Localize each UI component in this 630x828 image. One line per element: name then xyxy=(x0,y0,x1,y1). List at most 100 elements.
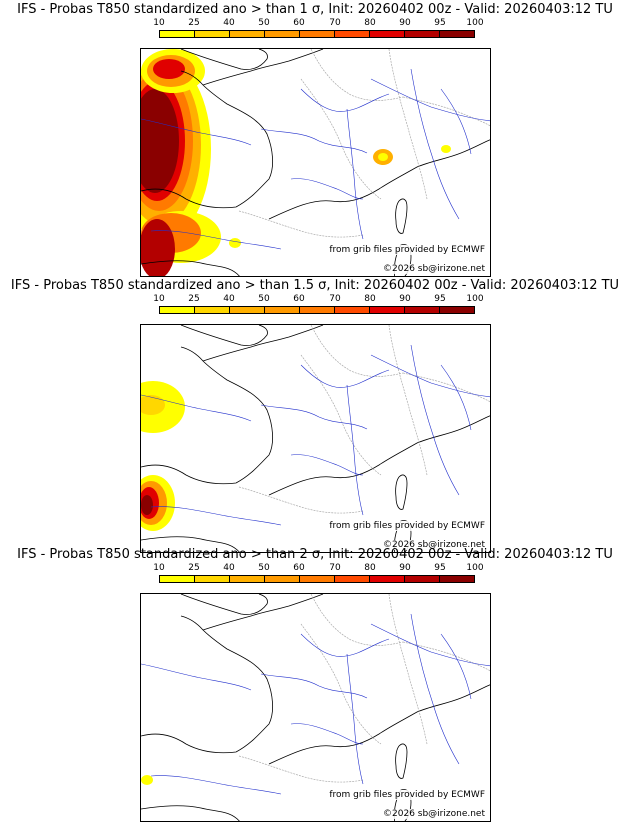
colorbar-swatch xyxy=(300,31,335,37)
region-border xyxy=(310,325,404,377)
scale-tick: 80 xyxy=(364,563,376,573)
colorbar-swatch xyxy=(230,307,265,313)
colorbar-swatch xyxy=(195,307,230,313)
probability-area xyxy=(141,395,165,415)
colorbar-swatch xyxy=(405,307,440,313)
river xyxy=(141,663,252,691)
region-border xyxy=(388,594,428,745)
scale-tick: 100 xyxy=(466,18,484,28)
coastline xyxy=(202,49,324,86)
island xyxy=(395,198,408,234)
color-scale: 10 25 40 50 60 70 80 90 95 100 xyxy=(153,563,484,591)
coastline xyxy=(180,49,268,70)
colorbar-swatch xyxy=(195,31,230,37)
river xyxy=(300,633,390,657)
coastline xyxy=(268,415,490,496)
colorbar-swatch xyxy=(265,31,300,37)
river xyxy=(150,775,282,795)
colorbar-swatch xyxy=(370,576,405,582)
colorbar-swatch xyxy=(335,31,370,37)
coastline xyxy=(141,805,240,821)
scale-tick: 90 xyxy=(399,563,411,573)
scale-tick: 10 xyxy=(153,18,165,28)
island xyxy=(395,743,408,779)
colorbar-swatch xyxy=(440,307,474,313)
river xyxy=(290,178,364,200)
panel-title: IFS - Probas T850 standardized ano > tha… xyxy=(10,278,620,293)
region-border xyxy=(300,354,382,476)
colorbar-swatch xyxy=(230,31,265,37)
scale-tick: 25 xyxy=(188,563,200,573)
colorbar-swatch xyxy=(265,576,300,582)
color-scale: 10 25 40 50 60 70 80 90 95 100 xyxy=(153,294,484,322)
region-border xyxy=(238,755,364,783)
map-canvas xyxy=(141,594,490,821)
river xyxy=(141,394,252,422)
region-border xyxy=(402,641,490,672)
scale-tick: 40 xyxy=(223,563,235,573)
scale-tick: 95 xyxy=(434,294,446,304)
colorbar-swatch xyxy=(195,576,230,582)
probability-area xyxy=(441,145,451,153)
probability-map: from grib files provided by ECMWF ©2026 … xyxy=(140,324,491,553)
coastline xyxy=(202,594,324,631)
probability-area xyxy=(153,59,185,79)
colorbar-swatch xyxy=(440,576,474,582)
panel-1: IFS - Probas T850 standardized ano > tha… xyxy=(0,0,630,277)
copyright-text: ©2026 sb@irizone.net xyxy=(381,809,487,819)
river xyxy=(141,118,252,146)
probability-area xyxy=(229,238,241,248)
region-border xyxy=(238,210,364,238)
probability-map: from grib files provided by ECMWF ©2026 … xyxy=(140,48,491,277)
river xyxy=(346,653,364,785)
river xyxy=(260,673,368,699)
scale-tick: 70 xyxy=(329,294,341,304)
probability-area xyxy=(141,495,153,515)
coastline xyxy=(141,260,240,276)
colorbar-swatch xyxy=(300,576,335,582)
scale-tick: 60 xyxy=(293,563,305,573)
coastline xyxy=(141,615,273,754)
scale-tick: 50 xyxy=(258,18,270,28)
map-canvas xyxy=(141,325,490,552)
region-border xyxy=(238,486,364,514)
coastline xyxy=(141,346,273,485)
river xyxy=(290,723,364,745)
credit-text: from grib files provided by ECMWF xyxy=(327,245,487,255)
scale-tick: 80 xyxy=(364,294,376,304)
river xyxy=(300,88,390,112)
coastline xyxy=(141,536,240,552)
probability-area xyxy=(141,219,175,276)
river xyxy=(410,613,460,765)
coastline xyxy=(268,684,490,765)
credit-text: from grib files provided by ECMWF xyxy=(327,790,487,800)
river xyxy=(370,354,490,398)
region-border xyxy=(300,623,382,745)
scale-tick: 90 xyxy=(399,294,411,304)
copyright-text: ©2026 sb@irizone.net xyxy=(381,264,487,274)
colorbar-swatch xyxy=(160,31,195,37)
panel-3: IFS - Probas T850 standardized ano > tha… xyxy=(0,545,630,822)
river xyxy=(150,230,282,250)
region-border xyxy=(402,96,490,127)
coastline xyxy=(202,325,324,362)
colorbar-swatch xyxy=(405,576,440,582)
scale-tick: 80 xyxy=(364,18,376,28)
probability-area xyxy=(378,153,388,161)
region-border xyxy=(388,325,428,476)
river xyxy=(410,68,460,220)
river xyxy=(370,78,490,122)
colorbar-swatch xyxy=(265,307,300,313)
river xyxy=(260,128,368,154)
scale-tick: 100 xyxy=(466,294,484,304)
region-border xyxy=(310,594,404,646)
colorbar-swatch xyxy=(160,307,195,313)
probability-area xyxy=(141,89,179,193)
scale-tick: 70 xyxy=(329,563,341,573)
scale-tick: 40 xyxy=(223,294,235,304)
river xyxy=(346,108,364,240)
colorbar-swatch xyxy=(300,307,335,313)
river xyxy=(346,384,364,516)
colorbar xyxy=(159,306,475,314)
scale-tick: 90 xyxy=(399,18,411,28)
